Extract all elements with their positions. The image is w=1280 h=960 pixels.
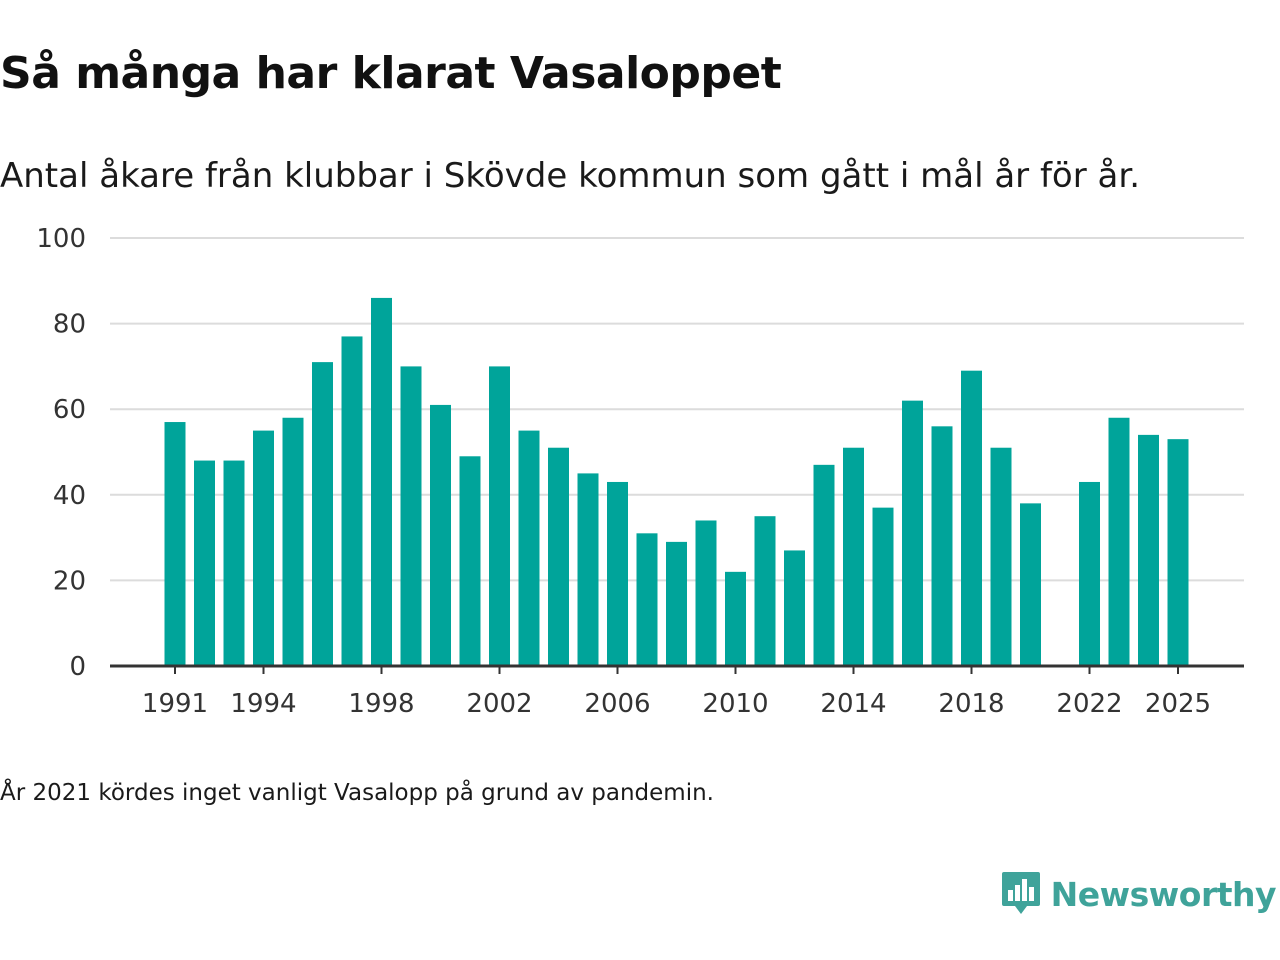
- bar-1999[interactable]: [400, 366, 422, 666]
- x-tick-label: 2022: [1056, 689, 1122, 719]
- bar-2002[interactable]: [489, 366, 510, 666]
- x-tick-label: 2002: [466, 689, 532, 719]
- x-tick-label: 1994: [230, 689, 296, 719]
- bar-2006[interactable]: [607, 481, 628, 666]
- x-tick-label: 1998: [348, 689, 414, 719]
- y-tick-label: 80: [53, 310, 86, 340]
- bar-2024[interactable]: [1138, 434, 1159, 666]
- gridlines: [110, 237, 1244, 582]
- bar-2018[interactable]: [961, 370, 982, 666]
- bar-2008[interactable]: [666, 541, 687, 666]
- y-tick-label: 40: [53, 481, 86, 511]
- chart-title: Så många har klarat Vasaloppet: [0, 48, 782, 99]
- y-tick-label: 0: [69, 652, 86, 682]
- bar-2015[interactable]: [872, 507, 894, 666]
- newsworthy-logo[interactable]: Newsworthy: [1001, 870, 1277, 918]
- bar-2009[interactable]: [695, 520, 717, 666]
- bar-2003[interactable]: [518, 430, 540, 666]
- bar-2017[interactable]: [931, 426, 953, 666]
- bar-2001[interactable]: [459, 456, 481, 666]
- bar-2020[interactable]: [1020, 503, 1041, 666]
- bar-2022[interactable]: [1079, 481, 1100, 666]
- y-tick-label: 60: [53, 395, 86, 425]
- x-tick-label: 1991: [142, 689, 208, 719]
- bar-2013[interactable]: [813, 464, 835, 666]
- bar-2014[interactable]: [843, 447, 864, 666]
- bar-1991[interactable]: [164, 422, 186, 666]
- brand-name: Newsworthy: [1050, 874, 1277, 914]
- bar-2011[interactable]: [754, 516, 776, 666]
- bar-2007[interactable]: [636, 533, 658, 666]
- bar-1993[interactable]: [223, 460, 245, 666]
- x-tick-label: 2010: [702, 689, 768, 719]
- y-tick-label: 100: [36, 224, 86, 254]
- bar-1998[interactable]: [371, 297, 392, 666]
- bars: [164, 297, 1189, 666]
- bar-2016[interactable]: [902, 400, 923, 666]
- bar-2025[interactable]: [1167, 439, 1189, 666]
- chart-subtitle: Antal åkare från klubbar i Skövde kommun…: [0, 156, 1140, 196]
- footnote: År 2021 kördes inget vanligt Vasalopp på…: [0, 780, 714, 806]
- axes: 0 20 40 60 80 100 1991 1994 1998 2002 2006 2010 2014…: [36, 224, 1244, 719]
- bar-1997[interactable]: [341, 336, 363, 666]
- x-tick-label: 2025: [1145, 689, 1211, 719]
- bar-1995[interactable]: [282, 417, 304, 666]
- y-tick-label: 20: [53, 566, 86, 596]
- x-tick-label: 2006: [584, 689, 650, 719]
- bar-2010[interactable]: [725, 571, 746, 666]
- bar-2005[interactable]: [577, 473, 599, 666]
- bar-2000[interactable]: [430, 404, 451, 666]
- bar-1996[interactable]: [312, 362, 333, 666]
- x-tick-label: 2014: [820, 689, 886, 719]
- bar-1994[interactable]: [253, 430, 274, 666]
- bar-2004[interactable]: [548, 447, 569, 666]
- bar-2012[interactable]: [784, 550, 805, 666]
- newsworthy-logo-icon: [1001, 872, 1040, 914]
- bar-2023[interactable]: [1108, 417, 1130, 666]
- bar-2019[interactable]: [990, 447, 1012, 666]
- x-tick-label: 2018: [938, 689, 1004, 719]
- bar-1992[interactable]: [194, 460, 215, 666]
